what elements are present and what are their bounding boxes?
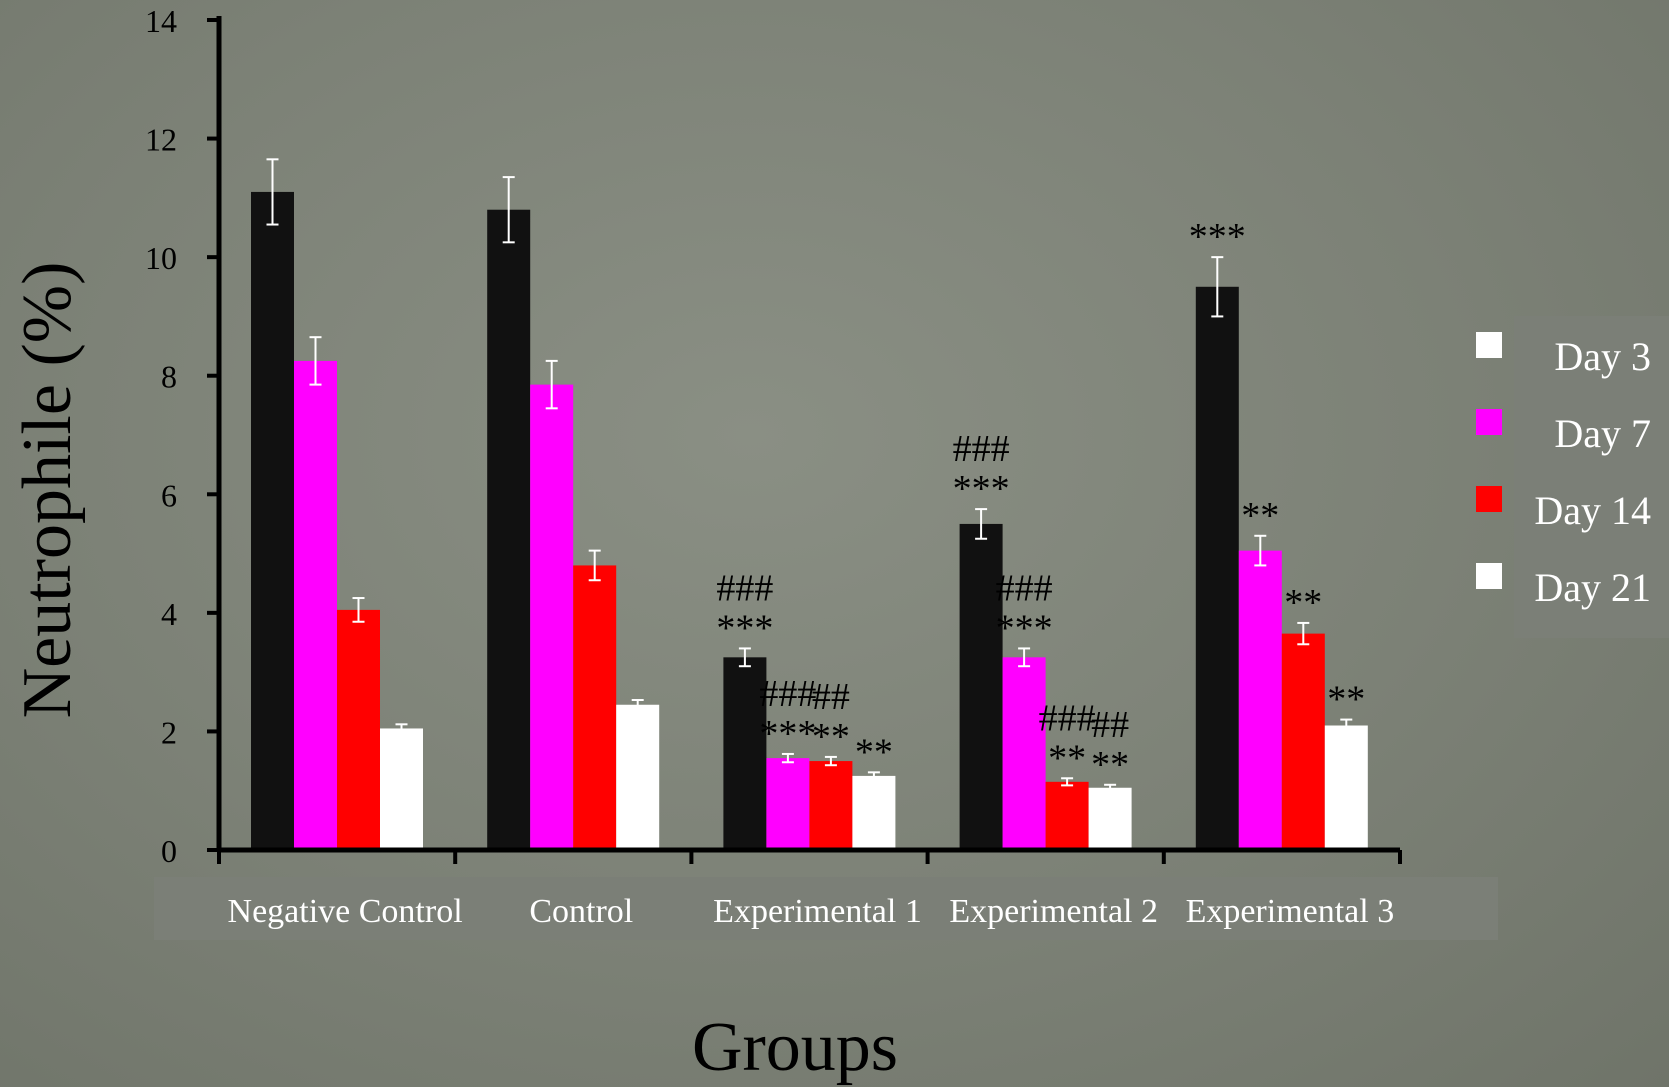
- legend-label: Day 14: [1534, 488, 1651, 533]
- significance-label: ###: [759, 673, 816, 715]
- bar-day-7: [766, 758, 810, 850]
- significance-label: **: [1327, 679, 1365, 721]
- bar-day-7: [1238, 550, 1282, 850]
- significance-label: ###: [1039, 697, 1096, 739]
- significance-label: **: [812, 716, 850, 758]
- y-tick-label: 6: [161, 477, 177, 513]
- significance-label: ##: [1091, 704, 1129, 746]
- significance-label: ***: [759, 713, 816, 755]
- significance-label: ###: [953, 428, 1010, 470]
- significance-label: ***: [996, 607, 1053, 649]
- category-label: Control: [529, 893, 633, 930]
- x-axis-title: Groups: [692, 1009, 898, 1086]
- y-tick-label: 10: [145, 240, 177, 276]
- bar-day-3: [251, 191, 294, 850]
- significance-label: ###: [996, 567, 1053, 609]
- y-tick-label: 12: [145, 122, 177, 158]
- bar-day-21: [1324, 725, 1368, 850]
- bar-day-14: [1281, 633, 1325, 850]
- significance-label: ***: [953, 468, 1010, 510]
- bar-day-14: [1045, 781, 1089, 850]
- bar-day-14: [337, 609, 380, 850]
- significance-label: **: [1091, 744, 1129, 786]
- significance-label: ##: [812, 676, 850, 718]
- bar-day-3: [959, 523, 1003, 850]
- bar-day-7: [294, 360, 337, 850]
- significance-label: ***: [1189, 216, 1246, 258]
- category-label: Negative Control: [228, 893, 463, 930]
- bar-day-21: [380, 728, 423, 850]
- legend-label: Day 3: [1554, 334, 1651, 379]
- category-label: Experimental 2: [949, 893, 1158, 930]
- y-axis-title: Neutrophile (%): [9, 262, 86, 719]
- significance-label: ###: [716, 567, 773, 609]
- significance-label: **: [1241, 495, 1279, 537]
- bar-day-3: [1195, 286, 1239, 850]
- category-label: Experimental 3: [1186, 893, 1395, 930]
- y-tick-label: 4: [161, 596, 177, 632]
- bar-day-21: [616, 704, 660, 850]
- y-tick-label: 14: [145, 3, 177, 39]
- bar-day-7: [1002, 657, 1046, 850]
- significance-label: ***: [716, 607, 773, 649]
- bar-day-21: [852, 775, 896, 850]
- bar-day-21: [1088, 787, 1132, 850]
- y-tick-label: 2: [161, 714, 177, 750]
- bar-day-7: [530, 384, 574, 850]
- y-tick-label: 8: [161, 359, 177, 395]
- legend-label: Day 7: [1554, 411, 1651, 456]
- significance-label: **: [1048, 737, 1086, 779]
- y-tick-label: 0: [161, 833, 177, 869]
- legend-panel: [1514, 316, 1669, 638]
- legend-swatch: [1476, 332, 1502, 358]
- legend-swatch: [1476, 409, 1502, 435]
- category-label-band: [154, 877, 1498, 940]
- bar-day-3: [487, 209, 531, 850]
- bar-day-14: [809, 761, 853, 850]
- legend-label: Day 21: [1534, 565, 1651, 610]
- significance-label: **: [1284, 582, 1322, 624]
- legend-swatch: [1476, 563, 1502, 589]
- legend-swatch: [1476, 486, 1502, 512]
- category-label: Experimental 1: [713, 893, 922, 930]
- bar-day-14: [573, 565, 617, 850]
- significance-label: **: [855, 731, 893, 773]
- bar-day-3: [723, 657, 767, 850]
